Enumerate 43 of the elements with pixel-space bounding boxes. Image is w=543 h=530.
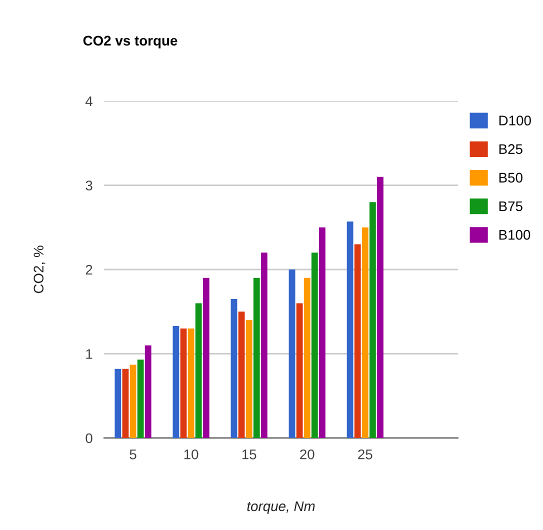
bar [246, 320, 252, 438]
bar [230, 298, 238, 438]
bar [288, 270, 296, 438]
x-tick-label: 15 [242, 450, 256, 460]
bar [188, 328, 194, 438]
y-tick-label: 2 [86, 264, 92, 275]
x-tick-label: 25 [358, 449, 372, 460]
legend-label: B75 [499, 201, 522, 212]
bar [304, 278, 310, 438]
bar [260, 252, 268, 438]
legend-label: B50 [499, 172, 522, 183]
bar [362, 227, 368, 438]
y-tick-label: 4 [85, 96, 92, 106]
bar [369, 202, 376, 438]
bar [346, 221, 354, 438]
bar [296, 303, 303, 438]
x-tick-label: 20 [300, 449, 314, 460]
bar [253, 278, 260, 438]
bar [377, 176, 384, 438]
bar [311, 252, 318, 438]
bar [114, 368, 122, 438]
x-tick-label: 5 [130, 450, 136, 460]
y-tick-label: 0 [86, 433, 92, 444]
bar [130, 364, 136, 438]
legend-label: B100 [499, 230, 530, 240]
bar [137, 360, 144, 438]
y-axis-title: CO2, % [34, 246, 46, 294]
bar [238, 312, 245, 438]
x-axis-title: torque, Nm [247, 501, 315, 514]
legend-label: D100 [499, 116, 531, 126]
bar [318, 227, 326, 438]
bar [172, 326, 180, 438]
bar [202, 278, 210, 438]
y-tick-label: 3 [86, 180, 92, 190]
legend-label: B25 [499, 144, 522, 154]
y-tick-label: 1 [86, 349, 92, 359]
bar [180, 328, 187, 438]
bar [122, 368, 129, 438]
chart-title: CO2 vs torque [83, 36, 178, 48]
bar [195, 303, 202, 438]
x-tick-label: 10 [184, 449, 198, 460]
bar [354, 244, 361, 438]
bar [144, 345, 152, 438]
